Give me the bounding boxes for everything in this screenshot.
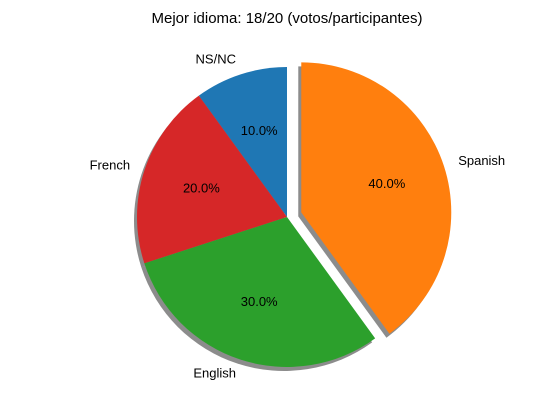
slice-label-spanish: Spanish	[458, 153, 505, 168]
slice-spanish	[301, 62, 452, 334]
slice-pct-french: 20.0%	[183, 181, 220, 196]
slice-pct-ns-nc: 10.0%	[241, 123, 278, 138]
slice-pct-english: 30.0%	[241, 294, 278, 309]
chart-title: Mejor idioma: 18/20 (votos/participantes…	[152, 10, 423, 27]
slice-label-english: English	[193, 365, 236, 380]
slice-pct-spanish: 40.0%	[368, 176, 405, 191]
pie-slices	[137, 62, 452, 367]
slice-english	[144, 217, 376, 367]
slice-ns-nc	[198, 67, 287, 217]
pie-labels: NS/NC 10.0% French 20.0% English 30.0% Spanish…	[90, 52, 506, 381]
slice-label-ns-nc: NS/NC	[196, 52, 236, 67]
slice-french	[137, 95, 287, 264]
slice-label-french: French	[90, 157, 130, 172]
